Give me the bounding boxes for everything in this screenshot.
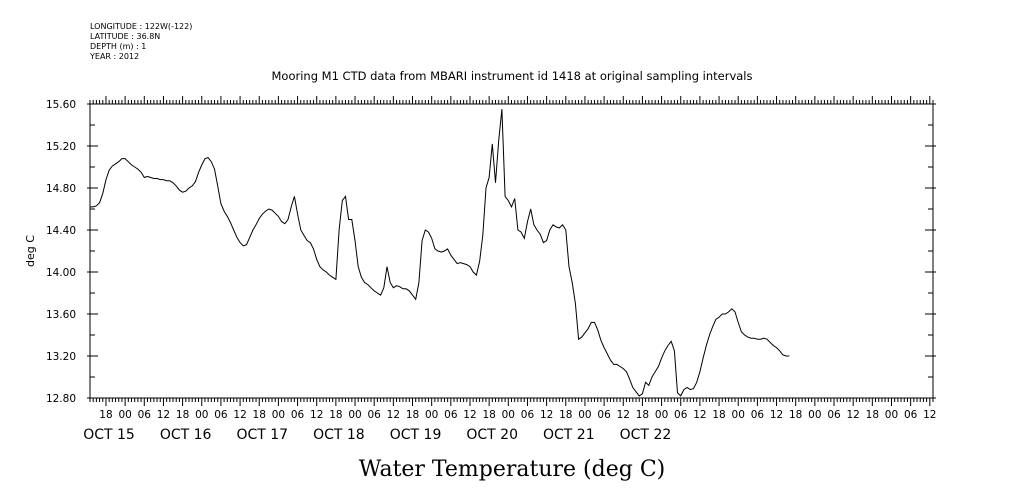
series-line [90,109,790,397]
x-hour-label: 18 [99,409,112,421]
x-day-label: OCT 17 [236,427,288,443]
x-hour-label: 00 [732,409,745,421]
x-hour-label: 06 [138,409,152,421]
x-hour-label: 00 [502,409,515,421]
x-hour-label: 18 [253,409,266,421]
x-day-label: OCT 22 [620,427,672,443]
x-hour-label: 12 [310,409,323,421]
x-hour-label: 00 [425,409,438,421]
chart-title: Mooring M1 CTD data from MBARI instrumen… [272,69,753,83]
x-hour-label: 12 [846,409,859,421]
y-tick-label: 13.60 [46,309,76,321]
x-hour-label: 06 [521,409,535,421]
station-metadata: LONGITUDE : 122W(-122) LATITUDE : 36.8N … [90,22,192,62]
x-hour-label: 00 [195,409,208,421]
x-hour-label: 06 [597,409,611,421]
x-hour-label: 06 [214,409,228,421]
x-hour-label: 12 [540,409,553,421]
y-tick-label: 14.80 [46,183,76,195]
x-hour-label: 12 [693,409,706,421]
x-day-label: OCT 20 [466,427,518,443]
x-hour-label: 18 [712,409,725,421]
x-hour-label: 12 [157,409,170,421]
y-tick-label: 15.20 [46,141,76,153]
y-axis: 12.80 13.20 13.60 14.00 14.40 14.80 15.20 15.60 [46,99,936,405]
x-hour-label: 06 [368,409,382,421]
y-tick-label: 14.00 [46,267,76,279]
x-hour-label: 00 [885,409,898,421]
x-hour-label: 06 [444,409,458,421]
x-hour-label: 00 [118,409,131,421]
x-hour-label: 12 [923,409,936,421]
depth-label: DEPTH (m) : 1 [90,42,147,51]
x-hour-label: 00 [578,409,591,421]
x-hour-label: 00 [272,409,285,421]
x-day-label: OCT 19 [390,427,442,443]
x-hour-label: 18 [482,409,495,421]
x-axis: 18 00 06 12 18 00 06 12 18 00 06 12 18 00 06 12 18 00 06 12… [83,96,936,443]
y-tick-label: 14.40 [46,225,76,237]
x-hour-label: 12 [463,409,476,421]
y-tick-label: 15.60 [46,99,76,111]
x-day-label: OCT 21 [543,427,595,443]
x-hour-label: 12 [233,409,246,421]
x-hour-label: 18 [176,409,189,421]
plot-frame [89,103,934,399]
x-day-label: OCT 18 [313,427,365,443]
x-hour-label: 12 [770,409,783,421]
x-axis-label: Water Temperature (deg C) [359,457,666,482]
longitude-label: LONGITUDE : 122W(-122) [90,22,193,31]
x-hour-label: 18 [329,409,342,421]
x-hour-label: 18 [866,409,879,421]
x-hour-label: 18 [789,409,802,421]
x-hour-label: 12 [387,409,400,421]
x-hour-label: 00 [655,409,668,421]
x-hour-label: 06 [751,409,765,421]
x-day-label: OCT 15 [83,427,135,443]
y-tick-label: 12.80 [46,393,76,405]
x-hour-label: 06 [827,409,841,421]
x-hour-label: 00 [808,409,821,421]
x-hour-label: 06 [904,409,918,421]
x-hour-label: 18 [406,409,419,421]
x-hour-label: 00 [348,409,361,421]
x-hour-label: 12 [617,409,630,421]
year-label: YEAR : 2012 [90,52,140,61]
x-day-label: OCT 16 [160,427,212,443]
x-hour-label: 18 [559,409,572,421]
x-hour-label: 18 [636,409,649,421]
x-hour-label: 06 [674,409,688,421]
y-tick-label: 13.20 [46,351,76,363]
latitude-label: LATITUDE : 36.8N [90,32,161,41]
x-hour-label: 06 [291,409,305,421]
y-axis-label: deg C [24,235,37,267]
